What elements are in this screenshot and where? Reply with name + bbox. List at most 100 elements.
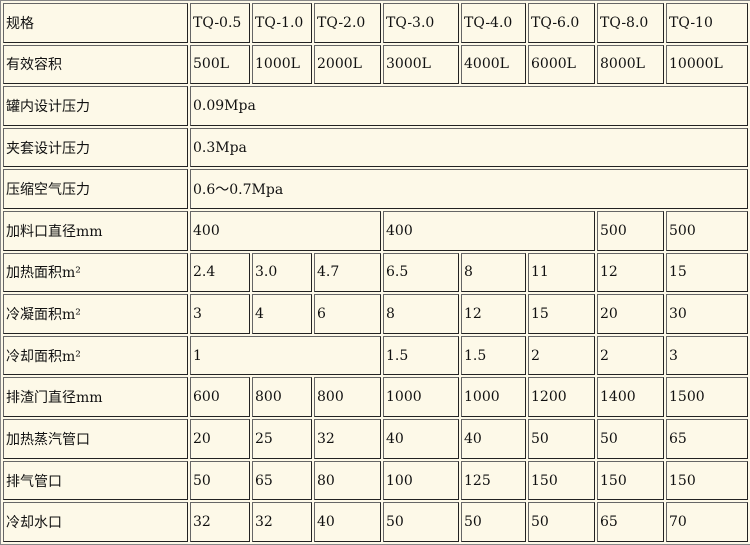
table-cell: TQ-10 xyxy=(666,3,748,43)
table-cell: 1.5 xyxy=(383,335,459,376)
table-cell: TQ-8.0 xyxy=(597,3,664,43)
table-cell: 65 xyxy=(597,502,664,542)
table-cell: 0.3Mpa xyxy=(190,127,748,168)
table-cell: 150 xyxy=(666,460,748,501)
table-cell: 12 xyxy=(597,252,664,293)
table-cell: 6 xyxy=(314,294,381,334)
table-row: 压缩空气压力 0.6～0.7Mpa xyxy=(3,169,748,210)
table-cell: 15 xyxy=(528,294,595,334)
table-row: 加热蒸汽管口 20 25 32 40 40 50 50 65 xyxy=(3,419,748,459)
table-cell: 1200 xyxy=(528,377,595,418)
table-row: 冷凝面积m² 3 4 6 8 12 15 20 30 xyxy=(3,294,748,334)
row-header-cell: 冷凝面积m² xyxy=(3,294,188,334)
table-body: 规格 TQ-0.5 TQ-1.0 TQ-2.0 TQ-3.0 TQ-4.0 TQ-6.0 TQ… xyxy=(3,3,748,542)
table-cell: 400 xyxy=(383,211,595,251)
table-cell: 0.09Mpa xyxy=(190,86,748,126)
table-cell: 32 xyxy=(252,502,312,542)
table-cell: 1400 xyxy=(597,377,664,418)
table-cell: 12 xyxy=(461,294,526,334)
table-row: 排气管口 50 65 80 100 125 150 150 150 xyxy=(3,460,748,501)
table-cell: 80 xyxy=(314,460,381,501)
table-cell: 3 xyxy=(666,335,748,376)
row-header-cell: 加料口直径mm xyxy=(3,211,188,251)
table-cell: 1500 xyxy=(666,377,748,418)
table-row: 加热面积m² 2.4 3.0 4.7 6.5 8 11 12 15 xyxy=(3,252,748,293)
table-cell: 10000L xyxy=(666,44,748,85)
row-header-cell: 加热面积m² xyxy=(3,252,188,293)
table-row: 有效容积 500L 1000L 2000L 3000L 4000L 6000L 8000L 10… xyxy=(3,44,748,85)
table-row: 加料口直径mm 400 400 500 500 xyxy=(3,211,748,251)
table-cell: 6000L xyxy=(528,44,595,85)
table-cell: 50 xyxy=(190,460,250,501)
table-row: 冷却面积m² 1 1.5 1.5 2 2 3 xyxy=(3,335,748,376)
table-cell: 30 xyxy=(666,294,748,334)
table-cell: 500 xyxy=(666,211,748,251)
table-cell: TQ-1.0 xyxy=(252,3,312,43)
table-cell: 1000 xyxy=(383,377,459,418)
table-cell: 150 xyxy=(597,460,664,501)
table-cell: 1.5 xyxy=(461,335,526,376)
table-cell: 8000L xyxy=(597,44,664,85)
table-cell: 800 xyxy=(314,377,381,418)
row-header-cell: 排气管口 xyxy=(3,460,188,501)
table-cell: 8 xyxy=(383,294,459,334)
table-row: 夹套设计压力 0.3Mpa xyxy=(3,127,748,168)
table-cell: 1000 xyxy=(461,377,526,418)
row-header-cell: 压缩空气压力 xyxy=(3,169,188,210)
table-cell: 50 xyxy=(383,502,459,542)
table-cell: 20 xyxy=(597,294,664,334)
table-cell: 32 xyxy=(190,502,250,542)
table-cell: 50 xyxy=(528,502,595,542)
table-cell: 3000L xyxy=(383,44,459,85)
table-row: 罐内设计压力 0.09Mpa xyxy=(3,86,748,126)
table-cell: 500L xyxy=(190,44,250,85)
table-cell: 3.0 xyxy=(252,252,312,293)
row-header-cell: 夹套设计压力 xyxy=(3,127,188,168)
table-cell: 600 xyxy=(190,377,250,418)
table-cell: 15 xyxy=(666,252,748,293)
table-cell: 2.4 xyxy=(190,252,250,293)
table-cell: 400 xyxy=(190,211,381,251)
table-cell: 800 xyxy=(252,377,312,418)
table-cell: TQ-6.0 xyxy=(528,3,595,43)
table-cell: 25 xyxy=(252,419,312,459)
table-cell: 40 xyxy=(461,419,526,459)
table-cell: 500 xyxy=(597,211,664,251)
table-cell: 6.5 xyxy=(383,252,459,293)
table-cell: 40 xyxy=(314,502,381,542)
table-cell: 50 xyxy=(461,502,526,542)
table-cell: 32 xyxy=(314,419,381,459)
table-cell: TQ-0.5 xyxy=(190,3,250,43)
row-header-cell: 有效容积 xyxy=(3,44,188,85)
table-cell: 2 xyxy=(528,335,595,376)
table-cell: 125 xyxy=(461,460,526,501)
table-cell: 100 xyxy=(383,460,459,501)
table-cell: 1 xyxy=(190,335,381,376)
table-cell: 50 xyxy=(597,419,664,459)
table-cell: 20 xyxy=(190,419,250,459)
table-cell: 3 xyxy=(190,294,250,334)
table-cell: 150 xyxy=(528,460,595,501)
table-cell: 1000L xyxy=(252,44,312,85)
table-cell: TQ-4.0 xyxy=(461,3,526,43)
table-row: 规格 TQ-0.5 TQ-1.0 TQ-2.0 TQ-3.0 TQ-4.0 TQ-6.0 TQ… xyxy=(3,3,748,43)
row-header-cell: 规格 xyxy=(3,3,188,43)
table-cell: 4.7 xyxy=(314,252,381,293)
table-cell: 11 xyxy=(528,252,595,293)
table-cell: 4 xyxy=(252,294,312,334)
row-header-cell: 加热蒸汽管口 xyxy=(3,419,188,459)
row-header-cell: 罐内设计压力 xyxy=(3,86,188,126)
table-cell: TQ-3.0 xyxy=(383,3,459,43)
table-row: 排渣门直径mm 600 800 800 1000 1000 1200 1400 1500 xyxy=(3,377,748,418)
table-cell: 40 xyxy=(383,419,459,459)
table-cell: 4000L xyxy=(461,44,526,85)
table-cell: TQ-2.0 xyxy=(314,3,381,43)
table-cell: 50 xyxy=(528,419,595,459)
table-cell: 70 xyxy=(666,502,748,542)
table-cell: 65 xyxy=(252,460,312,501)
table-cell: 0.6～0.7Mpa xyxy=(190,169,748,210)
table-row: 冷却水口 32 32 40 50 50 50 65 70 xyxy=(3,502,748,542)
table-cell: 8 xyxy=(461,252,526,293)
